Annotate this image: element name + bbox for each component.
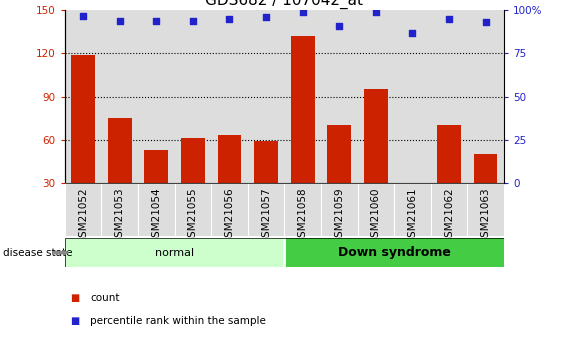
Bar xyxy=(400,183,425,226)
Text: GSM21060: GSM21060 xyxy=(371,187,381,244)
Point xyxy=(115,18,124,23)
Bar xyxy=(211,183,248,236)
Bar xyxy=(138,10,175,183)
Bar xyxy=(65,238,284,267)
Text: GSM21053: GSM21053 xyxy=(115,187,124,244)
Text: GSM21054: GSM21054 xyxy=(151,187,161,244)
Text: GSM21057: GSM21057 xyxy=(261,187,271,244)
Bar xyxy=(71,55,95,226)
Bar xyxy=(473,154,498,226)
Bar xyxy=(211,10,248,183)
Bar xyxy=(431,10,467,183)
Bar xyxy=(101,10,138,183)
Bar xyxy=(358,10,394,183)
Text: GSM21061: GSM21061 xyxy=(408,187,417,244)
Text: Down syndrome: Down syndrome xyxy=(338,246,450,259)
Point xyxy=(261,14,270,20)
Text: GSM21055: GSM21055 xyxy=(188,187,198,244)
Bar xyxy=(284,183,321,236)
Point xyxy=(298,9,307,15)
Bar xyxy=(138,183,175,236)
Text: GSM21058: GSM21058 xyxy=(298,187,307,244)
Bar xyxy=(284,238,504,267)
Text: normal: normal xyxy=(155,248,194,258)
Bar xyxy=(175,10,211,183)
Text: disease state: disease state xyxy=(3,248,72,258)
Text: percentile rank within the sample: percentile rank within the sample xyxy=(90,316,266,326)
Bar xyxy=(431,183,467,236)
Bar xyxy=(394,183,431,236)
Point xyxy=(481,20,490,25)
Bar xyxy=(467,183,504,236)
Bar xyxy=(394,10,431,183)
Text: ■: ■ xyxy=(70,294,79,303)
Text: GSM21056: GSM21056 xyxy=(225,187,234,244)
Bar xyxy=(108,118,132,226)
Text: GSM21052: GSM21052 xyxy=(78,187,88,244)
Bar xyxy=(364,89,388,226)
Bar xyxy=(254,141,278,226)
Bar xyxy=(101,183,138,236)
Bar xyxy=(327,125,351,226)
Bar xyxy=(284,10,321,183)
Bar xyxy=(321,10,358,183)
Text: GSM21059: GSM21059 xyxy=(334,187,344,244)
Text: count: count xyxy=(90,294,119,303)
Point xyxy=(334,23,343,29)
Bar xyxy=(65,183,101,236)
Point xyxy=(188,18,197,23)
Point xyxy=(152,18,161,23)
Title: GDS682 / 107042_at: GDS682 / 107042_at xyxy=(205,0,363,9)
Point xyxy=(79,13,88,18)
Bar xyxy=(291,36,315,226)
Bar xyxy=(248,10,284,183)
Point xyxy=(225,16,234,22)
Point xyxy=(372,9,381,15)
Text: GSM21062: GSM21062 xyxy=(444,187,454,244)
Bar xyxy=(358,183,394,236)
Bar xyxy=(181,138,205,226)
Point xyxy=(408,30,417,36)
Bar xyxy=(217,136,242,226)
Bar xyxy=(321,183,358,236)
Bar xyxy=(144,150,168,226)
Text: ■: ■ xyxy=(70,316,79,326)
Point xyxy=(445,16,454,22)
Text: GSM21063: GSM21063 xyxy=(481,187,490,244)
Bar xyxy=(437,125,461,226)
Bar xyxy=(65,10,101,183)
Bar xyxy=(248,183,284,236)
Bar xyxy=(175,183,211,236)
Bar xyxy=(467,10,504,183)
